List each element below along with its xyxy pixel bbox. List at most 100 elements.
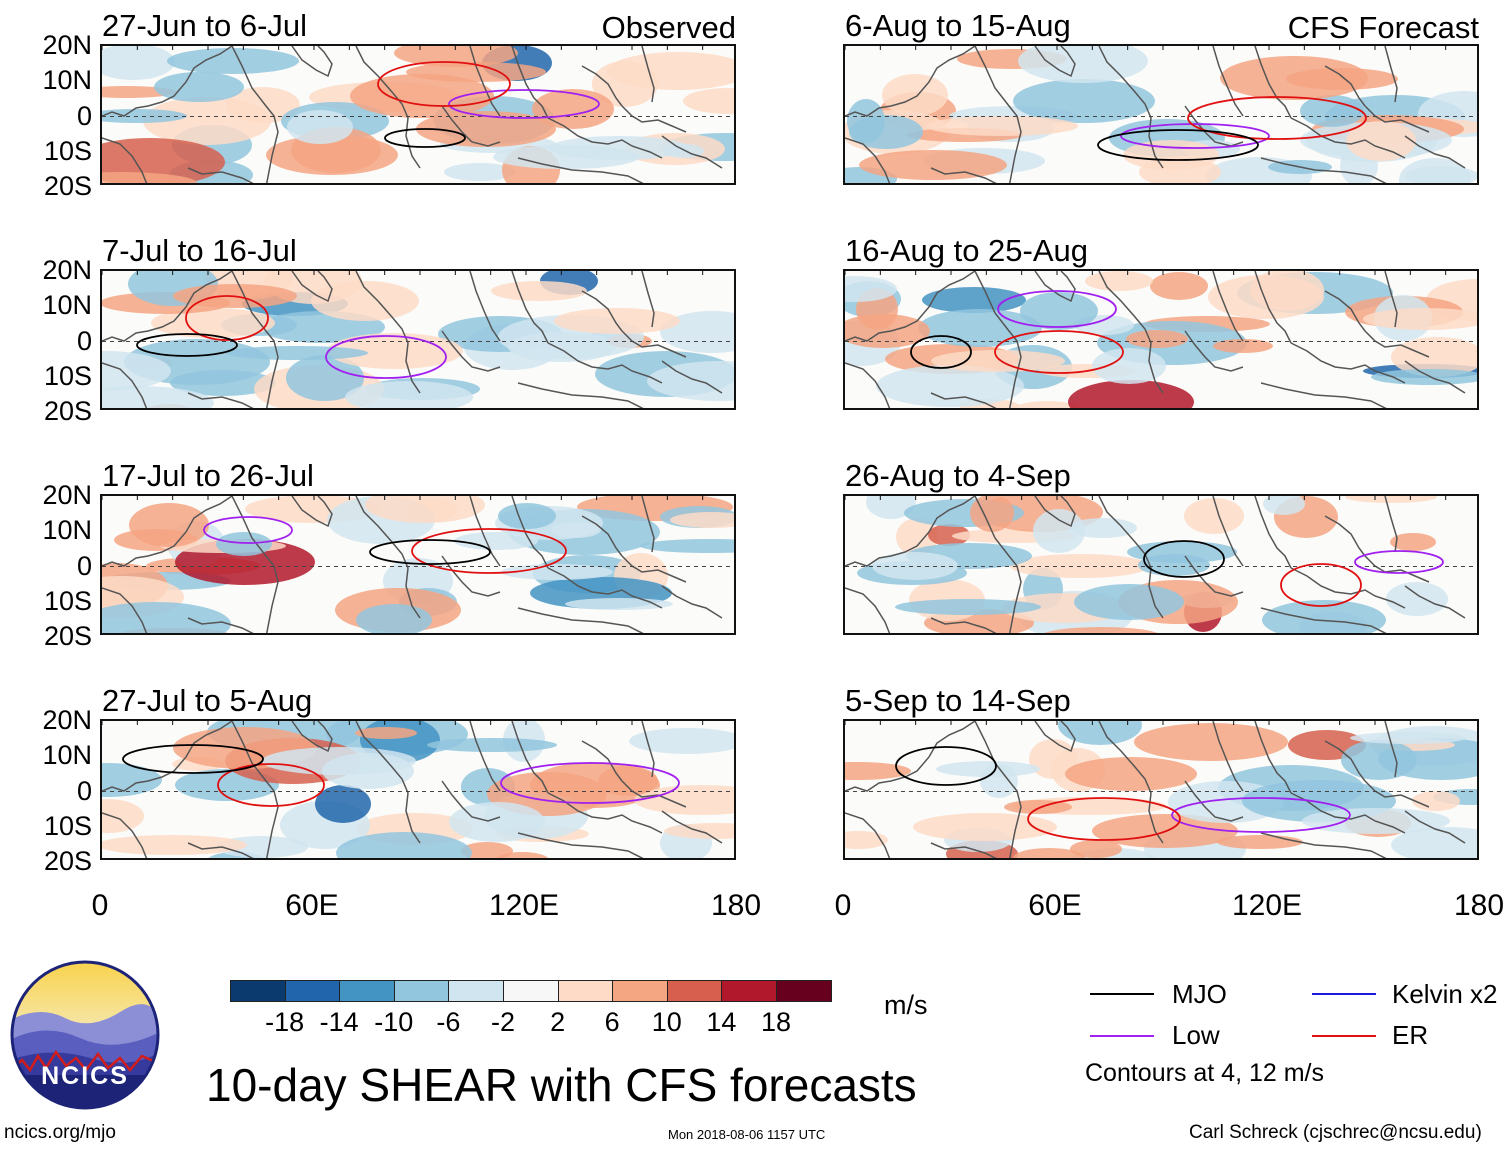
panel-title-right-2: 16-Aug to 25-Aug [845, 233, 1089, 268]
wave-contour [895, 746, 997, 786]
lat-label-left-1-4: 20S [43, 171, 92, 201]
ncics-logo: NCICS [10, 960, 160, 1110]
colorbar-label: 6 [604, 1007, 620, 1037]
wave-contour [411, 528, 567, 574]
lon-label-left-1: 60E [285, 889, 339, 922]
lat-label-left-3-4: 20S [43, 621, 92, 651]
colorbar-swatch [284, 980, 341, 1002]
coastlines [102, 271, 723, 408]
wave-contour [203, 516, 293, 544]
colorbar-label: -2 [490, 1007, 515, 1037]
coastlines [845, 46, 1466, 183]
footer-url[interactable]: ncics.org/mjo [4, 1122, 116, 1143]
lat-label-left-4-0: 20N [42, 705, 92, 735]
wave-contour [325, 335, 447, 379]
wave-contour [1171, 797, 1351, 833]
wave-contour [217, 763, 325, 807]
lat-label-left-3-2: 0 [76, 550, 92, 581]
shear-field [845, 46, 1477, 183]
wave-contour [1280, 563, 1362, 607]
contours-note: Contours at 4, 12 m/s [1085, 1059, 1325, 1087]
legend-line-mjo [1090, 993, 1154, 995]
colorbar-swatch [612, 980, 668, 1002]
wave-contour [994, 330, 1124, 374]
legend-line-low [1090, 1035, 1154, 1037]
lat-label-left-1-2: 0 [76, 100, 92, 131]
colorbar-label: -10 [374, 1007, 414, 1037]
wave-contour [500, 762, 680, 804]
lat-label-left-4-1: 10N [42, 740, 92, 771]
colorbar-label: -6 [436, 1007, 461, 1037]
shear-field [102, 721, 734, 858]
lat-label-left-2-2: 0 [76, 325, 92, 356]
lat-label-left-2-1: 10N [42, 290, 92, 321]
panel-title-left-3: 17-Jul to 26-Jul [102, 458, 314, 493]
lat-label-left-2-4: 20S [43, 396, 92, 426]
colorbar-swatch [557, 980, 614, 1002]
wave-contour [377, 61, 511, 107]
wave-contour [910, 335, 972, 369]
panel-title-right-3: 26-Aug to 4-Sep [845, 458, 1071, 493]
map-panel-left-4 [100, 719, 736, 860]
map-panel-right-3 [843, 494, 1479, 635]
panel-label-right-1: CFS Forecast [1287, 10, 1479, 45]
map-panel-right-2 [843, 269, 1479, 410]
footer-timestamp: Mon 2018-08-06 1157 UTC [668, 1127, 826, 1142]
legend-line-er [1312, 1035, 1376, 1037]
shear-field [102, 46, 734, 183]
panel-title-left-1: 27-Jun to 6-Jul [102, 8, 308, 43]
lat-label-left-2-3: 10S [43, 360, 92, 391]
shear-field [845, 721, 1477, 858]
legend-label-low: Low [1172, 1020, 1220, 1050]
colorbar-swatch [721, 980, 777, 1002]
map-panel-left-3 [100, 494, 736, 635]
lat-label-left-2-0: 20N [42, 255, 92, 285]
legend-label-kelvin: Kelvin x2 [1392, 979, 1498, 1009]
lon-label-right-2: 120E [1231, 889, 1303, 922]
wave-contour [1027, 797, 1181, 841]
panel-title-right-4: 5-Sep to 14-Sep [845, 683, 1071, 718]
colorbar-label: -18 [265, 1007, 305, 1037]
map-panel-right-1 [843, 44, 1479, 185]
wave-contour [1097, 129, 1259, 161]
colorbar-swatch [666, 980, 723, 1002]
colorbar-label: -14 [319, 1007, 359, 1037]
colorbar-unit: m/s [884, 990, 928, 1020]
legend-label-mjo: MJO [1172, 979, 1227, 1009]
coastlines [845, 271, 1466, 408]
wave-contour [1354, 550, 1444, 574]
colorbar-label: 2 [550, 1007, 566, 1037]
wave-contour [185, 295, 269, 341]
logo-text: NCICS [41, 1062, 129, 1090]
footer-credit: Carl Schreck (cjschrec@ncsu.edu) [1189, 1122, 1482, 1143]
wave-contour [448, 89, 600, 119]
shear-field [845, 271, 1477, 408]
coastlines [845, 721, 1466, 858]
colorbar-label: 18 [760, 1007, 792, 1037]
wave-contour [384, 128, 466, 148]
coastlines [845, 496, 1466, 633]
shear-field [857, 496, 1448, 633]
lat-label-left-3-1: 10N [42, 515, 92, 546]
panel-label-left-1: Observed [601, 10, 736, 45]
lon-label-right-1: 60E [1028, 889, 1082, 922]
lon-label-left-2: 120E [488, 889, 560, 922]
lat-label-left-4-2: 0 [76, 775, 92, 806]
lat-label-left-1-3: 10S [43, 135, 92, 166]
panel-title-right-1: 6-Aug to 15-Aug [845, 8, 1071, 43]
lat-label-left-4-3: 10S [43, 810, 92, 841]
wave-contour [1120, 123, 1270, 149]
main-title: 10-day SHEAR with CFS forecasts [206, 1059, 917, 1111]
legend-line-kelvin [1312, 993, 1376, 995]
map-panel-left-2 [100, 269, 736, 410]
wave-contour [122, 744, 264, 774]
lat-label-left-3-0: 20N [42, 480, 92, 510]
colorbar-swatch [448, 980, 504, 1002]
map-panel-left-1 [100, 44, 736, 185]
colorbar-label: 14 [706, 1007, 737, 1037]
coastlines [102, 721, 723, 858]
map-panel-right-4 [843, 719, 1479, 860]
wave-contour [1143, 540, 1225, 578]
colorbar-swatch [503, 980, 559, 1002]
wave-contour [997, 290, 1117, 328]
